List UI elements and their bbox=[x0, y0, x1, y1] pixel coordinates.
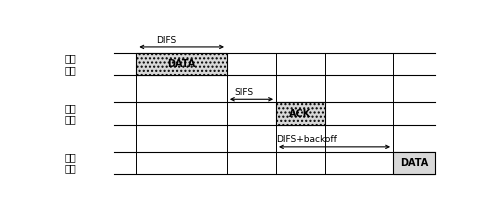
Text: DATA: DATA bbox=[400, 158, 428, 168]
Text: 接收
站点: 接收 站点 bbox=[65, 103, 76, 124]
Bar bbox=[276, 102, 325, 125]
Text: DIFS+backoff: DIFS+backoff bbox=[276, 136, 337, 144]
Text: ACK: ACK bbox=[289, 109, 312, 118]
Text: 发送
站点: 发送 站点 bbox=[65, 54, 76, 75]
Text: SIFS: SIFS bbox=[235, 88, 254, 97]
Text: DATA: DATA bbox=[168, 59, 196, 69]
Bar bbox=[393, 152, 434, 174]
Bar bbox=[136, 53, 227, 75]
Text: DIFS: DIFS bbox=[156, 36, 177, 44]
Text: 其他
站点: 其他 站点 bbox=[65, 152, 76, 173]
